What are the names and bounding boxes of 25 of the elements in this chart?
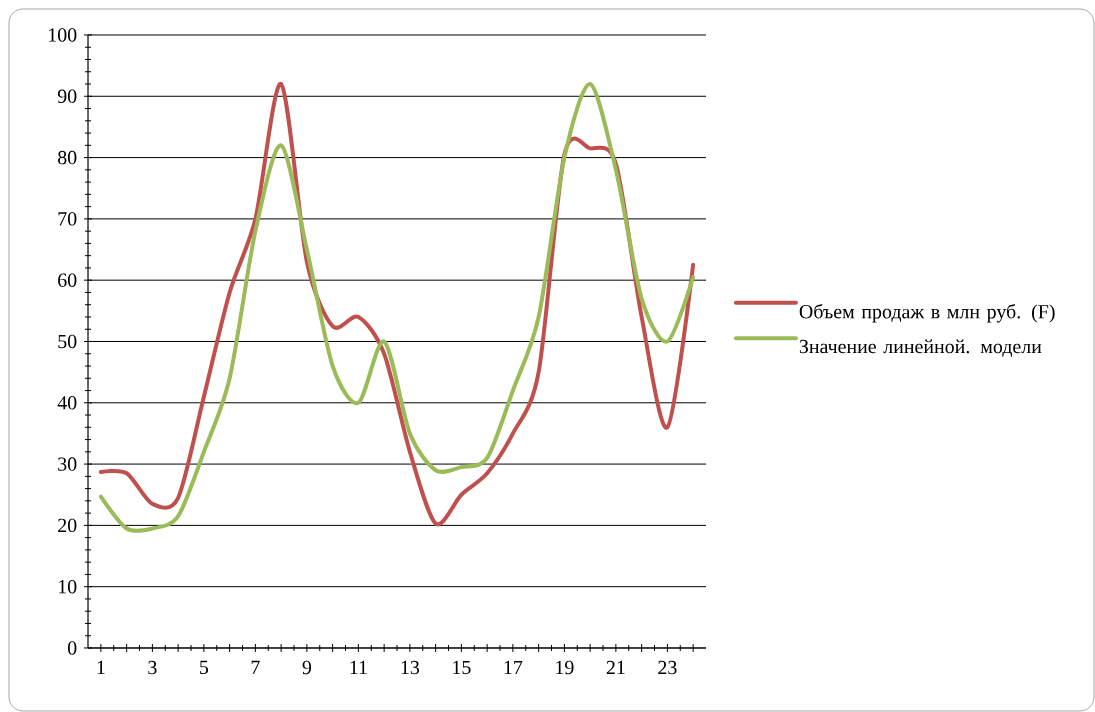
x-tick-label: 5 xyxy=(200,660,209,675)
y-tick-label: 80 xyxy=(58,150,77,165)
x-tick-label: 19 xyxy=(556,660,574,675)
legend-label: Объем продаж в млн руб. (F) xyxy=(799,303,1055,323)
y-tick-label: 10 xyxy=(58,579,77,594)
x-tick-label: 11 xyxy=(350,660,367,674)
y-tick-label: 100 xyxy=(49,28,77,42)
x-tick-label: 9 xyxy=(302,660,312,675)
legend-label: Значение линейной. модели xyxy=(799,339,1042,357)
y-tick-label: 40 xyxy=(57,396,77,410)
x-tick-label: 1 xyxy=(97,660,105,674)
x-tick-label: 13 xyxy=(401,660,420,675)
y-tick-label: 90 xyxy=(57,89,77,103)
y-tick-label: 0 xyxy=(67,641,77,655)
x-tick-label: 7 xyxy=(251,660,260,674)
y-tick-label: 30 xyxy=(58,457,77,471)
x-tick-label: 21 xyxy=(606,660,625,675)
x-tick-label: 23 xyxy=(658,660,677,675)
y-tick-label: 60 xyxy=(58,273,77,287)
y-tick-label: 50 xyxy=(58,334,77,349)
x-tick-label: 15 xyxy=(453,660,471,675)
y-tick-label: 70 xyxy=(58,212,77,226)
x-tick-label: 3 xyxy=(148,660,157,675)
y-tick-label: 20 xyxy=(58,518,77,533)
x-tick-label: 17 xyxy=(504,660,523,674)
